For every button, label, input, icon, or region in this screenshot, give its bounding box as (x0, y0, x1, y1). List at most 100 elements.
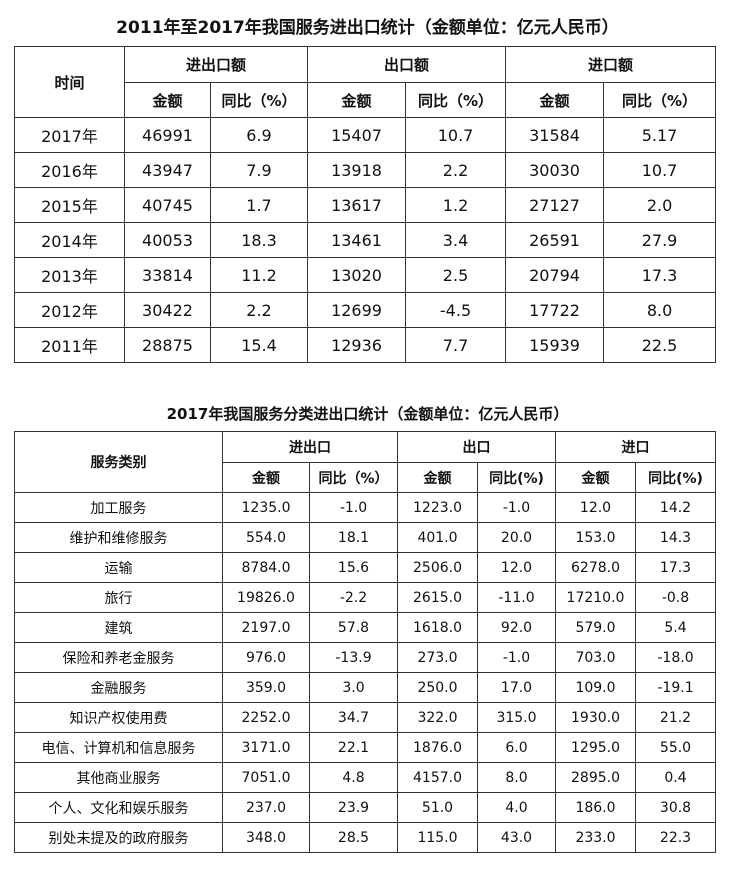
table-cell: 8.0 (477, 762, 556, 793)
table-row: 旅行 19826.0 -2.2 2615.0 -11.0 17210.0 -0.8 (14, 582, 716, 613)
table1-subheader-row: 金额 同比（%） 金额 同比（%） 金额 同比（%） (15, 82, 717, 118)
table-cell: 27127 (505, 187, 605, 223)
table-cell: 7.7 (405, 327, 507, 363)
row-year: 2013年 (14, 257, 125, 293)
header-export: 出口 (397, 431, 556, 463)
subheader-yoy: 同比（%） (603, 82, 717, 118)
table-cell: 26591 (505, 222, 605, 258)
table-cell: 13020 (307, 257, 407, 293)
header-category: 服务类别 (14, 431, 223, 493)
annual-trade-table: 时间 进出口额 出口额 进口额 金额 同比（%） 金额 同比（%） 金额 同比（… (14, 46, 717, 363)
table-cell: 233.0 (555, 822, 636, 853)
table-cell: -2.2 (309, 582, 398, 613)
table-cell: 4.0 (477, 792, 556, 823)
table-cell: 28.5 (309, 822, 398, 853)
table-cell: 92.0 (477, 612, 556, 643)
table-cell: 28875 (124, 327, 211, 363)
subheader-amount: 金额 (397, 462, 478, 493)
table-cell: 14.3 (635, 522, 716, 553)
table-cell: 46991 (124, 117, 211, 153)
table-row: 保险和养老金服务 976.0 -13.9 273.0 -1.0 703.0 -18.0 (14, 642, 716, 673)
table-cell: 250.0 (397, 672, 478, 703)
table-row: 2011年 28875 15.4 12936 7.7 15939 22.5 (14, 327, 717, 363)
table-cell: -11.0 (477, 582, 556, 613)
table-cell: 115.0 (397, 822, 478, 853)
table-cell: 1.7 (209, 187, 309, 223)
table-cell: 6278.0 (555, 552, 636, 583)
row-category: 运输 (14, 552, 223, 583)
table1-title: 2011年至2017年我国服务进出口统计（金额单位：亿元人民币） (116, 18, 619, 38)
table-cell: 12699 (307, 292, 407, 328)
header-import: 进口额 (505, 46, 717, 83)
header-total-trade: 进出口额 (123, 46, 309, 83)
table-cell: 2506.0 (397, 552, 478, 583)
table-cell: 1.2 (405, 187, 507, 223)
table-cell: 17722 (505, 292, 605, 328)
row-category: 知识产权使用费 (14, 702, 223, 733)
table-cell: 237.0 (222, 792, 310, 823)
table-cell: 554.0 (222, 522, 310, 553)
table1-header-row: 时间 进出口额 出口额 进口额 (14, 46, 717, 118)
table-cell: 13461 (307, 222, 407, 258)
header-export: 出口额 (307, 46, 507, 83)
table-cell: 17.0 (477, 672, 556, 703)
subheader-amount: 金额 (505, 82, 605, 118)
category-trade-table: 服务类别 进出口 出口 进口 金额 同比（%） 金额 同比(%) 金额 同比(%… (14, 431, 716, 853)
table-cell: 17.3 (635, 552, 716, 583)
table-row: 金融服务 359.0 3.0 250.0 17.0 109.0 -19.1 (14, 672, 716, 703)
table-cell: 315.0 (477, 702, 556, 733)
table-cell: 7051.0 (222, 762, 310, 793)
table-cell: 40053 (124, 222, 211, 258)
table-row: 2013年 33814 11.2 13020 2.5 20794 17.3 (14, 257, 717, 293)
row-category: 保险和养老金服务 (14, 642, 223, 673)
subheader-amount: 金额 (307, 82, 407, 118)
table2-subheader-row: 金额 同比（%） 金额 同比(%) 金额 同比(%) (15, 462, 716, 493)
table-cell: -1.0 (477, 492, 556, 523)
table-cell: 20794 (505, 257, 605, 293)
table-cell: 22.5 (603, 327, 717, 363)
table-cell: 6.0 (477, 732, 556, 763)
table-cell: 1223.0 (397, 492, 478, 523)
table-row: 加工服务 1235.0 -1.0 1223.0 -1.0 12.0 14.2 (14, 492, 716, 523)
table-cell: 401.0 (397, 522, 478, 553)
row-category: 其他商业服务 (14, 762, 223, 793)
row-category: 金融服务 (14, 672, 223, 703)
table-cell: 17.3 (603, 257, 717, 293)
table-cell: -1.0 (477, 642, 556, 673)
table-cell: 30422 (124, 292, 211, 328)
table-cell: 2615.0 (397, 582, 478, 613)
table-cell: 43.0 (477, 822, 556, 853)
table-cell: 703.0 (555, 642, 636, 673)
table-cell: 11.2 (209, 257, 309, 293)
table-cell: 17210.0 (555, 582, 636, 613)
header-time: 时间 (14, 46, 125, 118)
table-row: 2015年 40745 1.7 13617 1.2 27127 2.0 (14, 187, 717, 223)
table-cell: 3.0 (309, 672, 398, 703)
table-cell: 22.1 (309, 732, 398, 763)
table-cell: 359.0 (222, 672, 310, 703)
table2-title: 2017年我国服务分类进出口统计（金额单位：亿元人民币） (166, 405, 569, 423)
table-cell: 2252.0 (222, 702, 310, 733)
table-cell: 1930.0 (555, 702, 636, 733)
table-cell: 3.4 (405, 222, 507, 258)
row-category: 维护和维修服务 (14, 522, 223, 553)
table-cell: 348.0 (222, 822, 310, 853)
table-row: 2012年 30422 2.2 12699 -4.5 17722 8.0 (14, 292, 717, 328)
row-year: 2012年 (14, 292, 125, 328)
table-cell: 2.5 (405, 257, 507, 293)
subheader-yoy: 同比(%) (477, 462, 556, 493)
subheader-amount: 金额 (222, 462, 310, 493)
table-cell: 40745 (124, 187, 211, 223)
table-row: 2016年 43947 7.9 13918 2.2 30030 10.7 (14, 152, 717, 188)
table-cell: 51.0 (397, 792, 478, 823)
table-row: 建筑 2197.0 57.8 1618.0 92.0 579.0 5.4 (14, 612, 716, 643)
row-category: 加工服务 (14, 492, 223, 523)
table-cell: 1618.0 (397, 612, 478, 643)
table-cell: 30.8 (635, 792, 716, 823)
table-cell: 2.0 (603, 187, 717, 223)
table-cell: -13.9 (309, 642, 398, 673)
table-row: 知识产权使用费 2252.0 34.7 322.0 315.0 1930.0 21.2 (14, 702, 716, 733)
table-cell: 31584 (505, 117, 605, 153)
table-cell: -1.0 (309, 492, 398, 523)
table-row: 其他商业服务 7051.0 4.8 4157.0 8.0 2895.0 0.4 (14, 762, 716, 793)
